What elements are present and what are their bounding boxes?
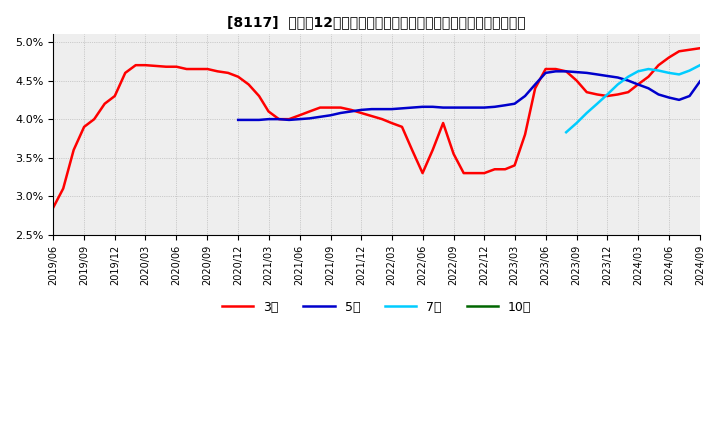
- Title: [8117]  売上高12か月移動合計の対前年同期増減率の標準偏差の推移: [8117] 売上高12か月移動合計の対前年同期増減率の標準偏差の推移: [228, 15, 526, 29]
- Line: 7年: 7年: [566, 65, 700, 132]
- Legend: 3年, 5年, 7年, 10年: 3年, 5年, 7年, 10年: [217, 296, 536, 319]
- Line: 3年: 3年: [53, 48, 700, 208]
- Line: 5年: 5年: [238, 71, 700, 120]
